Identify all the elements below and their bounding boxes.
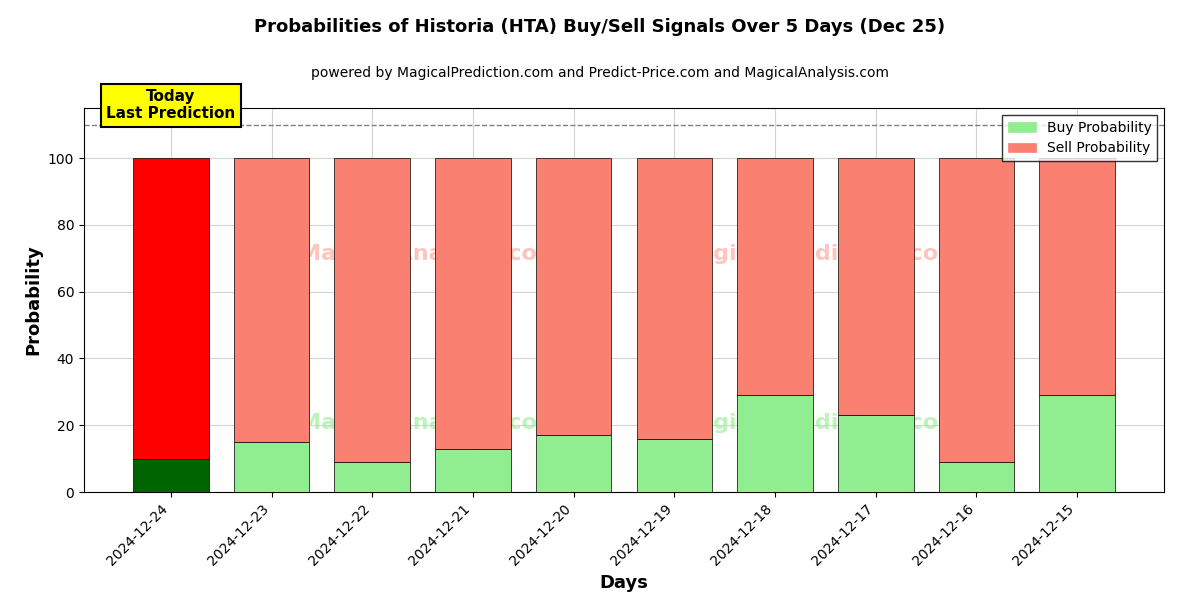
X-axis label: Days: Days bbox=[600, 574, 648, 592]
Bar bbox=[335, 158, 410, 462]
Bar bbox=[938, 158, 1014, 462]
Bar bbox=[536, 435, 612, 492]
Y-axis label: Probability: Probability bbox=[24, 245, 42, 355]
Bar bbox=[536, 158, 612, 435]
Bar bbox=[234, 158, 310, 442]
Bar bbox=[737, 158, 812, 395]
Text: Probabilities of Historia (HTA) Buy/Sell Signals Over 5 Days (Dec 25): Probabilities of Historia (HTA) Buy/Sell… bbox=[254, 18, 946, 36]
Bar bbox=[234, 442, 310, 492]
Bar bbox=[737, 395, 812, 492]
Bar bbox=[1039, 395, 1115, 492]
Bar bbox=[133, 458, 209, 492]
Bar bbox=[636, 158, 712, 439]
Bar bbox=[636, 439, 712, 492]
Bar bbox=[838, 415, 913, 492]
Bar bbox=[938, 462, 1014, 492]
Text: Today
Last Prediction: Today Last Prediction bbox=[107, 89, 235, 121]
Bar bbox=[436, 158, 511, 449]
Bar bbox=[436, 449, 511, 492]
Bar bbox=[133, 158, 209, 458]
Text: powered by MagicalPrediction.com and Predict-Price.com and MagicalAnalysis.com: powered by MagicalPrediction.com and Pre… bbox=[311, 66, 889, 80]
Text: MagicalAnalysis.com: MagicalAnalysis.com bbox=[299, 244, 560, 264]
Bar bbox=[838, 158, 913, 415]
Legend: Buy Probability, Sell Probability: Buy Probability, Sell Probability bbox=[1002, 115, 1157, 161]
Bar bbox=[335, 462, 410, 492]
Bar bbox=[1039, 158, 1115, 395]
Text: MagicalPrediction.com: MagicalPrediction.com bbox=[676, 244, 961, 264]
Text: MagicalAnalysis.com: MagicalAnalysis.com bbox=[299, 413, 560, 433]
Text: MagicalPrediction.com: MagicalPrediction.com bbox=[676, 413, 961, 433]
